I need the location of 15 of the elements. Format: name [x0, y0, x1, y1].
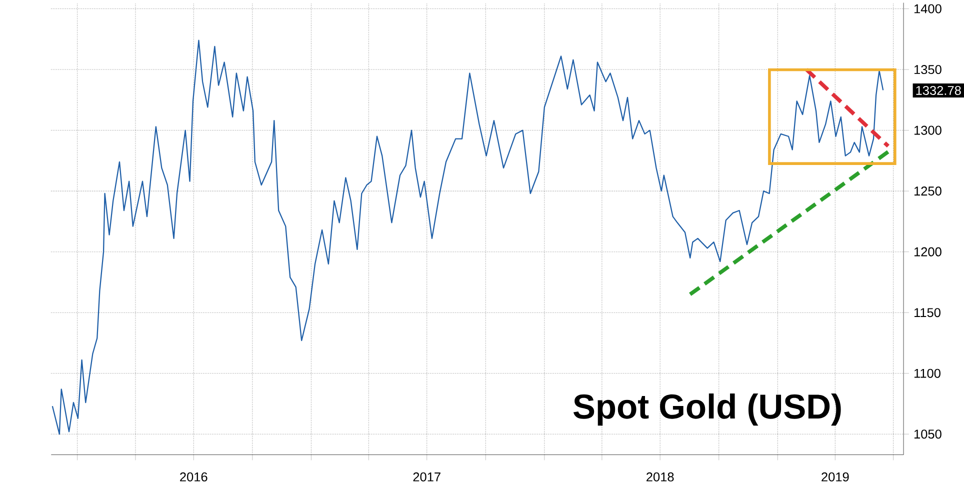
y-tick-label: 1350 [914, 65, 942, 74]
y-tick-label: 1250 [914, 186, 942, 196]
annotation: 1332.78 [916, 86, 961, 96]
y-tick-label: 1200 [914, 248, 942, 257]
x-tick-label: 2016 [180, 472, 208, 482]
x-tick-label: 2019 [822, 472, 849, 482]
y-tick-label: 1100 [914, 369, 940, 378]
text: Spot Gold (USD) [573, 394, 841, 426]
x-tick-label: 2017 [413, 472, 440, 482]
y-tick-label: 1150 [914, 308, 940, 318]
line-series [52, 40, 884, 435]
y-tick-label: 1300 [914, 126, 942, 136]
x-tick-label: 2018 [646, 472, 674, 482]
y-tick-label: 1400 [914, 4, 942, 14]
y-tick-label: 1050 [914, 430, 942, 439]
